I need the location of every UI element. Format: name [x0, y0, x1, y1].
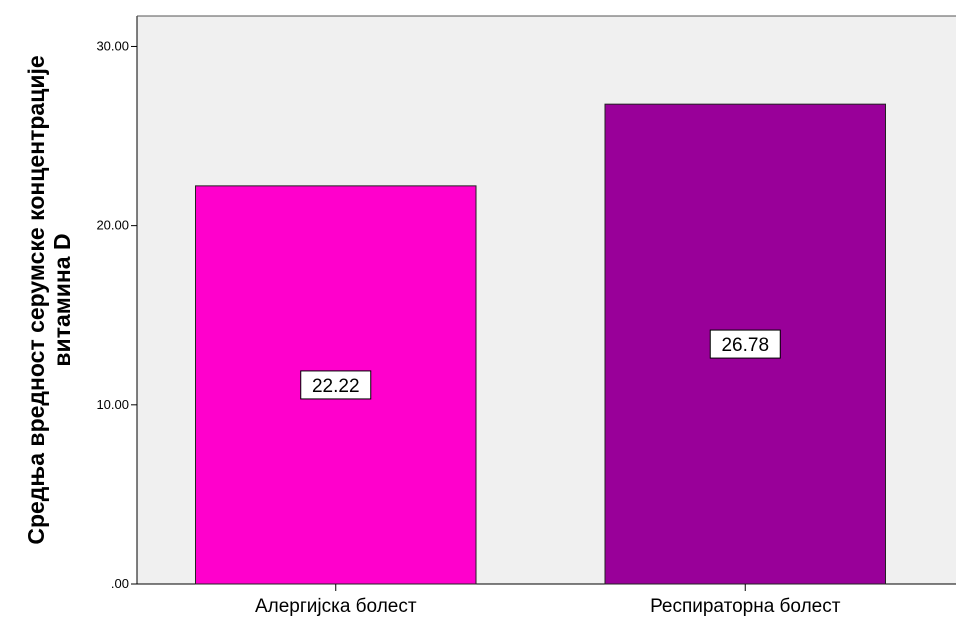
data-label: 22.22: [312, 376, 360, 397]
data-label: 26.78: [721, 335, 769, 356]
x-category-label: Алергијска болест: [255, 596, 417, 617]
y-tick-label: 10.00: [96, 397, 129, 412]
y-axis-label-line-1: Средња вредност серумске концентрације: [23, 55, 49, 544]
data-label-box: [709, 329, 781, 359]
x-category-label: Респираторна болест: [650, 596, 841, 617]
y-tick-label: 20.00: [96, 218, 129, 233]
data-label-box: [300, 370, 372, 400]
y-axis-label-line-2: витамина D: [49, 233, 75, 366]
y-tick-label: .00: [111, 576, 129, 591]
y-tick-label: 30.00: [96, 38, 129, 53]
